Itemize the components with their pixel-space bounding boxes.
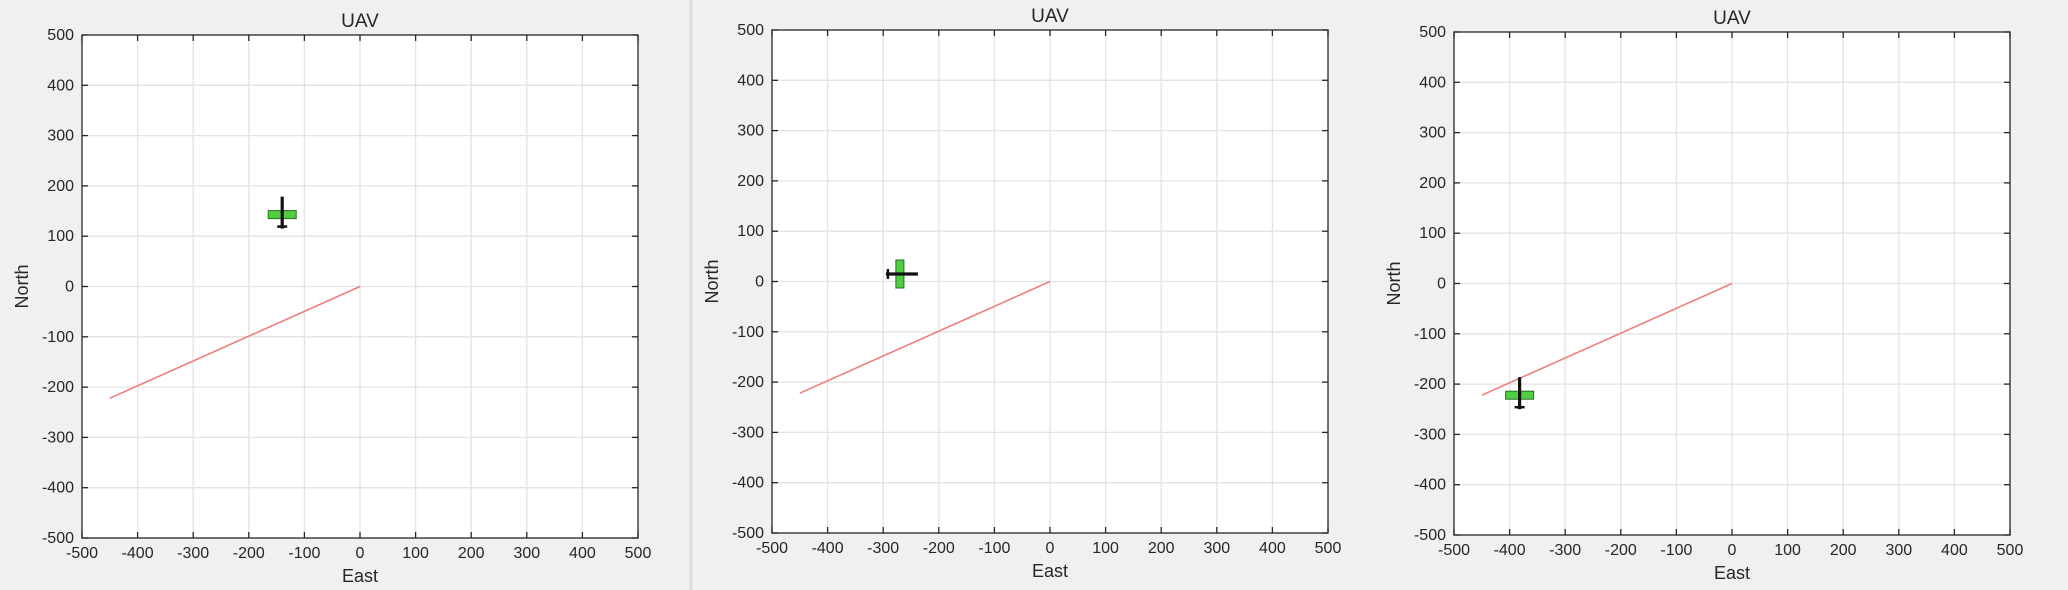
y-tick-label: -200	[1414, 376, 1446, 393]
chart-title: UAV	[341, 11, 379, 32]
x-tick-label: 400	[1259, 540, 1286, 557]
x-tick-label: 400	[569, 545, 596, 562]
x-tick-label: -200	[1605, 542, 1637, 559]
x-tick-label: 100	[1092, 540, 1119, 557]
y-tick-label: 400	[737, 72, 764, 89]
x-tick-label: 200	[458, 545, 485, 562]
y-tick-label: 100	[47, 228, 74, 245]
y-tick-label: -500	[732, 525, 764, 542]
uav-airplane-icon	[885, 259, 918, 289]
x-tick-label: -500	[756, 540, 788, 557]
chart-title: UAV	[1031, 6, 1069, 27]
y-tick-label: 400	[47, 77, 74, 94]
trajectory-line	[799, 280, 1051, 394]
y-tick-label: 400	[1419, 74, 1446, 91]
y-tick-label: 500	[47, 27, 74, 44]
y-tick-label: -500	[1414, 527, 1446, 544]
y-tick-label: -100	[732, 324, 764, 341]
y-tick-label: -500	[42, 530, 74, 547]
y-tick-label: 0	[755, 274, 764, 291]
y-tick-label: -400	[732, 475, 764, 492]
x-axis-label: East	[342, 566, 378, 586]
y-tick-label: 500	[1419, 24, 1446, 41]
y-tick-label: 200	[47, 178, 74, 195]
y-tick-label: -300	[42, 429, 74, 446]
x-tick-label: -500	[66, 545, 98, 562]
y-tick-label: 300	[1419, 125, 1446, 142]
y-tick-label: -100	[1414, 326, 1446, 343]
x-tick-label: 0	[1728, 542, 1737, 559]
uav-plot-2: -500 -400 -300 -200 -100 0 100 200 300 400 500 -500…	[702, 6, 1341, 581]
x-tick-label: 100	[402, 545, 429, 562]
y-axis-label: North	[12, 264, 32, 308]
y-tick-label: 300	[737, 123, 764, 140]
x-tick-label: 200	[1830, 542, 1857, 559]
y-tick-label: -400	[1414, 477, 1446, 494]
y-tick-label: 200	[737, 173, 764, 190]
x-tick-label: -100	[1660, 542, 1692, 559]
x-tick-label: -100	[978, 540, 1010, 557]
x-axis-label: East	[1032, 561, 1068, 581]
y-tick-label: 100	[737, 223, 764, 240]
x-tick-label: 500	[625, 545, 652, 562]
x-tick-label: 200	[1148, 540, 1175, 557]
chart-title: UAV	[1713, 8, 1751, 29]
x-tick-label: -400	[1494, 542, 1526, 559]
x-tick-label: -100	[288, 545, 320, 562]
trajectory-line	[1481, 282, 1733, 396]
y-tick-label: -200	[732, 374, 764, 391]
y-tick-label: 500	[737, 22, 764, 39]
y-tick-label: 0	[1437, 276, 1446, 293]
x-tick-label: 500	[1315, 540, 1342, 557]
x-tick-label: -300	[867, 540, 899, 557]
uav-airplane-icon	[267, 196, 297, 229]
x-tick-label: 100	[1774, 542, 1801, 559]
x-tick-label: -400	[122, 545, 154, 562]
uav-plot-3: -500 -400 -300 -200 -100 0 100 200 300 400 500 -500…	[1384, 8, 2023, 583]
x-tick-label: -200	[233, 545, 265, 562]
x-tick-label: -400	[812, 540, 844, 557]
y-tick-label: -100	[42, 329, 74, 346]
y-tick-label: -200	[42, 379, 74, 396]
x-tick-label: -200	[923, 540, 955, 557]
y-tick-label: -400	[42, 480, 74, 497]
y-tick-label: -300	[1414, 426, 1446, 443]
x-tick-label: 400	[1941, 542, 1968, 559]
y-tick-label: -300	[732, 424, 764, 441]
y-tick-label: 100	[1419, 225, 1446, 242]
y-tick-label: 200	[1419, 175, 1446, 192]
x-tick-label: -300	[177, 545, 209, 562]
x-tick-label: -300	[1549, 542, 1581, 559]
x-tick-label: 300	[513, 545, 540, 562]
x-tick-label: 300	[1885, 542, 1912, 559]
x-tick-label: 0	[1046, 540, 1055, 557]
uav-airplane-icon	[1505, 377, 1535, 410]
x-tick-label: 0	[356, 545, 365, 562]
y-tick-label: 300	[47, 128, 74, 145]
x-tick-label: 500	[1997, 542, 2024, 559]
x-axis-label: East	[1714, 563, 1750, 583]
y-axis-label: North	[702, 259, 722, 303]
y-tick-label: 0	[65, 279, 74, 296]
y-axis-label: North	[1384, 261, 1404, 305]
trajectory-line	[109, 285, 361, 399]
uav-plot-1: -500 -400 -300 -200 -100 0 100 200 300 400 500 -500…	[12, 11, 651, 586]
x-tick-label: 300	[1203, 540, 1230, 557]
x-tick-label: -500	[1438, 542, 1470, 559]
